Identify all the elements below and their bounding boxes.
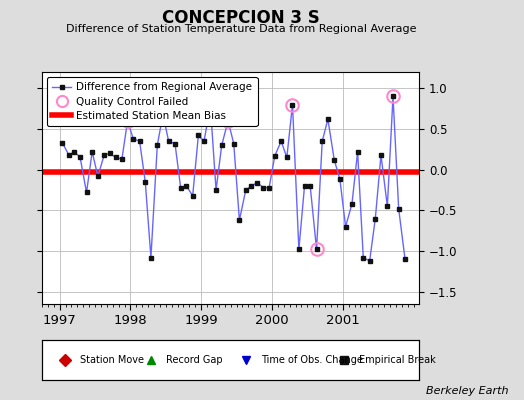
Text: CONCEPCION 3 S: CONCEPCION 3 S (162, 9, 320, 27)
Text: Difference of Station Temperature Data from Regional Average: Difference of Station Temperature Data f… (66, 24, 416, 34)
Text: Record Gap: Record Gap (167, 355, 223, 365)
Text: Empirical Break: Empirical Break (359, 355, 435, 365)
Text: Berkeley Earth: Berkeley Earth (426, 386, 508, 396)
Legend: Difference from Regional Average, Quality Control Failed, Estimated Station Mean: Difference from Regional Average, Qualit… (47, 77, 257, 126)
Text: Station Move: Station Move (80, 355, 144, 365)
Text: Time of Obs. Change: Time of Obs. Change (261, 355, 363, 365)
